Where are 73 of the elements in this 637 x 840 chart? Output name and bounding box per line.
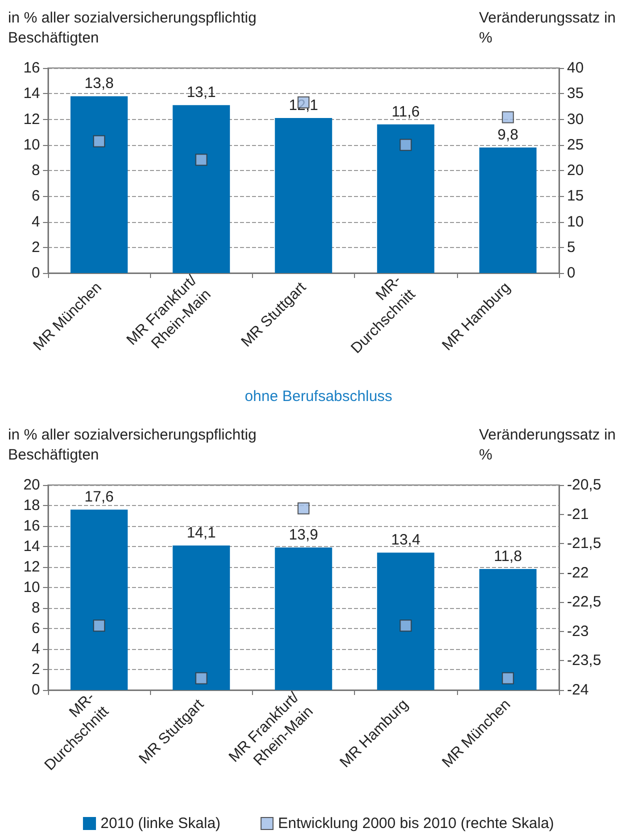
y-tick-label: 0 bbox=[32, 682, 40, 698]
bar bbox=[479, 147, 537, 273]
y-tick-label: 18 bbox=[23, 497, 40, 514]
y2-tick-label: -23,5 bbox=[567, 652, 602, 670]
y2-tick-label: 0 bbox=[567, 264, 576, 282]
data-label: 13,4 bbox=[391, 532, 420, 549]
data-label: 13,1 bbox=[186, 84, 216, 102]
data-label: 9,8 bbox=[497, 126, 518, 144]
point bbox=[502, 111, 514, 124]
y2-axis-title: Veränderungssatz in % bbox=[479, 426, 620, 464]
y2-tick-label: -22 bbox=[567, 564, 589, 582]
point bbox=[400, 620, 412, 632]
point bbox=[298, 502, 310, 514]
y-tick-label: 14 bbox=[23, 85, 40, 102]
y-tick-label: 0 bbox=[32, 264, 40, 282]
data-label: 17,6 bbox=[84, 488, 114, 506]
legend-label: Entwicklung 2000 bis 2010 (rechte Skala) bbox=[278, 815, 554, 832]
y2-tick-label: 40 bbox=[567, 60, 584, 76]
point bbox=[93, 135, 106, 148]
y-tick-label: 4 bbox=[32, 213, 40, 230]
bar bbox=[377, 124, 434, 273]
y-tick-label: 6 bbox=[32, 188, 40, 205]
point bbox=[195, 672, 208, 684]
y-tick-label: 20 bbox=[23, 476, 40, 494]
y2-tick-label: -20,5 bbox=[567, 476, 602, 494]
y-axis-title: in % aller sozialversicherungspflichtig Beschäftigten bbox=[8, 426, 261, 464]
y2-tick-label: 35 bbox=[567, 85, 584, 102]
y2-tick-label: -22,5 bbox=[567, 594, 602, 611]
bar bbox=[479, 569, 537, 690]
y-tick-label: 12 bbox=[23, 110, 40, 128]
point bbox=[195, 154, 208, 166]
point bbox=[93, 620, 106, 632]
y2-tick-label: 10 bbox=[567, 213, 584, 230]
y2-tick-label: 25 bbox=[567, 136, 584, 154]
bar bbox=[274, 548, 332, 690]
bar bbox=[172, 545, 230, 690]
y2-tick-label: -23 bbox=[567, 622, 589, 640]
y-tick-label: 2 bbox=[32, 661, 40, 678]
y-tick-label: 6 bbox=[32, 620, 40, 637]
y2-tick-label: 20 bbox=[567, 162, 584, 179]
y2-tick-label: -21,5 bbox=[567, 535, 602, 552]
data-label: 11,6 bbox=[392, 103, 420, 120]
chart-title: ohne Berufsabschluss bbox=[244, 388, 392, 405]
data-label: 13,9 bbox=[288, 526, 318, 544]
data-label: 14,1 bbox=[186, 524, 216, 542]
point bbox=[502, 672, 514, 684]
y2-tick-label: 15 bbox=[567, 188, 584, 205]
y-axis-title: in % aller sozialversicherungspflichtig Beschäftigten bbox=[8, 10, 261, 46]
bar bbox=[70, 510, 128, 690]
y-tick-label: 12 bbox=[23, 558, 40, 576]
y-tick-label: 4 bbox=[32, 640, 40, 658]
y-tick-label: 16 bbox=[23, 60, 40, 76]
y-tick-label: 10 bbox=[23, 136, 40, 154]
data-label: 11,8 bbox=[494, 548, 522, 566]
y-tick-label: 2 bbox=[32, 238, 40, 256]
y-tick-label: 16 bbox=[23, 518, 40, 534]
y-tick-label: 14 bbox=[23, 538, 40, 555]
y-tick-label: 10 bbox=[23, 579, 40, 596]
y-tick-label: 8 bbox=[32, 162, 40, 179]
y2-tick-label: 5 bbox=[567, 238, 576, 256]
y2-tick-label: 30 bbox=[567, 110, 584, 128]
bar bbox=[377, 552, 434, 690]
point bbox=[400, 138, 412, 151]
bar bbox=[172, 105, 230, 273]
y2-axis-title: Veränderungssatz in % bbox=[479, 10, 620, 46]
data-label: 13,8 bbox=[84, 75, 114, 92]
bar bbox=[274, 118, 332, 273]
legend-label: 2010 (linke Skala) bbox=[100, 815, 221, 832]
y-tick-label: 8 bbox=[32, 600, 40, 616]
data-label: 12,1 bbox=[288, 96, 318, 114]
bar bbox=[70, 96, 128, 273]
y2-tick-label: -24 bbox=[567, 682, 589, 698]
y2-tick-label: -21 bbox=[567, 506, 589, 523]
